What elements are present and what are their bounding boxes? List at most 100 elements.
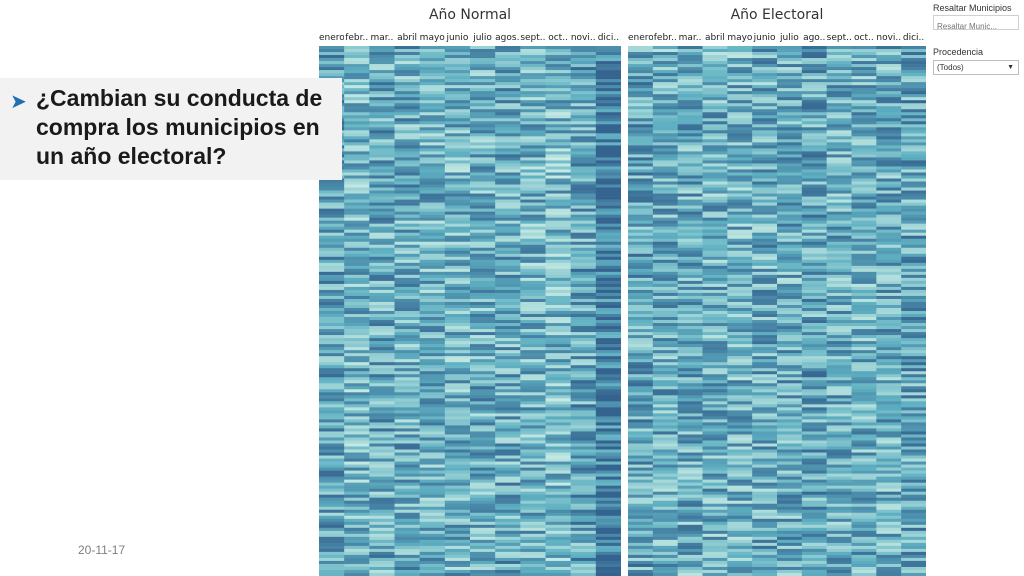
heatmap-cell <box>652 199 678 203</box>
heatmap-cell <box>801 479 827 483</box>
heatmap-cell <box>702 536 728 541</box>
heatmap-cell <box>851 410 877 414</box>
heatmap-cell <box>752 314 778 318</box>
heatmap-cell <box>570 277 597 282</box>
heatmap-cell <box>394 440 420 444</box>
heatmap-cell <box>752 235 778 240</box>
heatmap-cell <box>628 145 654 149</box>
heatmap-grid[interactable] <box>628 46 926 576</box>
heatmap-cell <box>444 247 471 252</box>
heatmap-cell <box>901 112 926 116</box>
heatmap-cell <box>520 518 546 523</box>
heatmap-cell <box>801 326 827 330</box>
heatmap-cell <box>826 401 852 405</box>
heatmap-cell <box>419 118 446 122</box>
heatmap-cell <box>545 344 571 348</box>
heatmap-cell <box>319 286 345 291</box>
heatmap-cell <box>394 341 420 345</box>
heatmap-cell <box>444 250 471 255</box>
heatmap-cell <box>876 163 902 167</box>
heatmap-cell <box>752 359 778 363</box>
heatmap-cell <box>570 97 597 101</box>
heatmap-cell <box>495 563 521 568</box>
heatmap-cell <box>545 109 571 113</box>
heatmap-cell <box>495 443 521 447</box>
heatmap-cell <box>595 416 621 420</box>
heatmap-cell <box>851 253 877 258</box>
heatmap-cell <box>394 542 420 547</box>
heatmap-cell <box>344 166 370 170</box>
heatmap-cell <box>495 187 521 191</box>
heatmap-grid[interactable] <box>319 46 621 576</box>
heatmap-cell <box>595 118 621 122</box>
procedencia-label: Procedencia <box>933 47 984 57</box>
heatmap-cell <box>752 160 778 164</box>
heatmap-cell <box>851 470 877 474</box>
month-label: mar.. <box>678 33 702 43</box>
heatmap-cell <box>801 280 827 285</box>
heatmap-cell <box>369 431 395 435</box>
heatmap-cell <box>419 524 446 529</box>
heatmap-cell <box>595 88 621 92</box>
heatmap-cell <box>628 133 654 137</box>
heatmap-cell <box>801 88 827 92</box>
heatmap-cell <box>495 497 521 502</box>
heatmap-cell <box>319 232 345 237</box>
heatmap-cell <box>801 79 827 83</box>
heatmap-cell <box>470 335 496 339</box>
heatmap-cell <box>545 455 571 459</box>
heatmap-cell <box>677 205 703 209</box>
heatmap-cell <box>826 446 852 450</box>
heatmap-cell <box>520 97 546 101</box>
heatmap-cell <box>444 235 471 240</box>
heatmap-cell <box>652 377 678 381</box>
heatmap-cell <box>419 193 446 197</box>
heatmap-cell <box>901 344 926 348</box>
heatmap-cell <box>595 250 621 255</box>
heatmap-cell <box>495 115 521 119</box>
heatmap-cell <box>801 253 827 258</box>
heatmap-cell <box>419 359 446 363</box>
heatmap-cell <box>495 473 521 477</box>
heatmap-cell <box>319 536 345 541</box>
heatmap-cell <box>777 530 803 535</box>
heatmap-cell <box>801 58 827 62</box>
heatmap-cell <box>628 506 654 511</box>
heatmap-cell <box>727 350 753 354</box>
heatmap-cell <box>876 259 902 264</box>
heatmap-cell <box>470 512 496 517</box>
heatmap-cell <box>876 142 902 146</box>
heatmap-cell <box>801 497 827 502</box>
heatmap-cell <box>677 311 703 315</box>
heatmap-cell <box>570 301 597 306</box>
heatmap-cell <box>419 190 446 194</box>
heatmap-cell <box>826 226 852 230</box>
heatmap-cell <box>876 353 902 357</box>
heatmap-cell <box>520 464 546 468</box>
highlight-municipios-input[interactable] <box>934 20 1017 33</box>
heatmap-cell <box>470 338 496 342</box>
heatmap-cell <box>652 458 678 462</box>
heatmap-cell <box>545 548 571 553</box>
procedencia-select[interactable]: (Todos) ▼ <box>933 60 1019 75</box>
heatmap-cell <box>801 380 827 384</box>
heatmap-cell <box>495 127 521 131</box>
heatmap-cell <box>369 491 395 495</box>
heatmap-cell <box>752 94 778 98</box>
heatmap-cell <box>702 545 728 550</box>
heatmap-cell <box>495 136 521 140</box>
chevron-down-icon[interactable]: ▼ <box>1007 64 1014 71</box>
heatmap-cell <box>677 238 703 243</box>
heatmap-cell <box>444 404 471 408</box>
heatmap-cell <box>851 130 877 134</box>
heatmap-cell <box>444 229 471 233</box>
heatmap-cell <box>652 554 678 559</box>
heatmap-cell <box>520 506 546 511</box>
heatmap-cell <box>394 419 420 423</box>
highlight-municipios-search[interactable] <box>933 15 1019 33</box>
heatmap-cell <box>595 199 621 203</box>
heatmap-cell <box>319 187 345 191</box>
heatmap-cell <box>394 241 420 246</box>
heatmap-cell <box>545 121 571 125</box>
heatmap-cell <box>470 386 496 390</box>
